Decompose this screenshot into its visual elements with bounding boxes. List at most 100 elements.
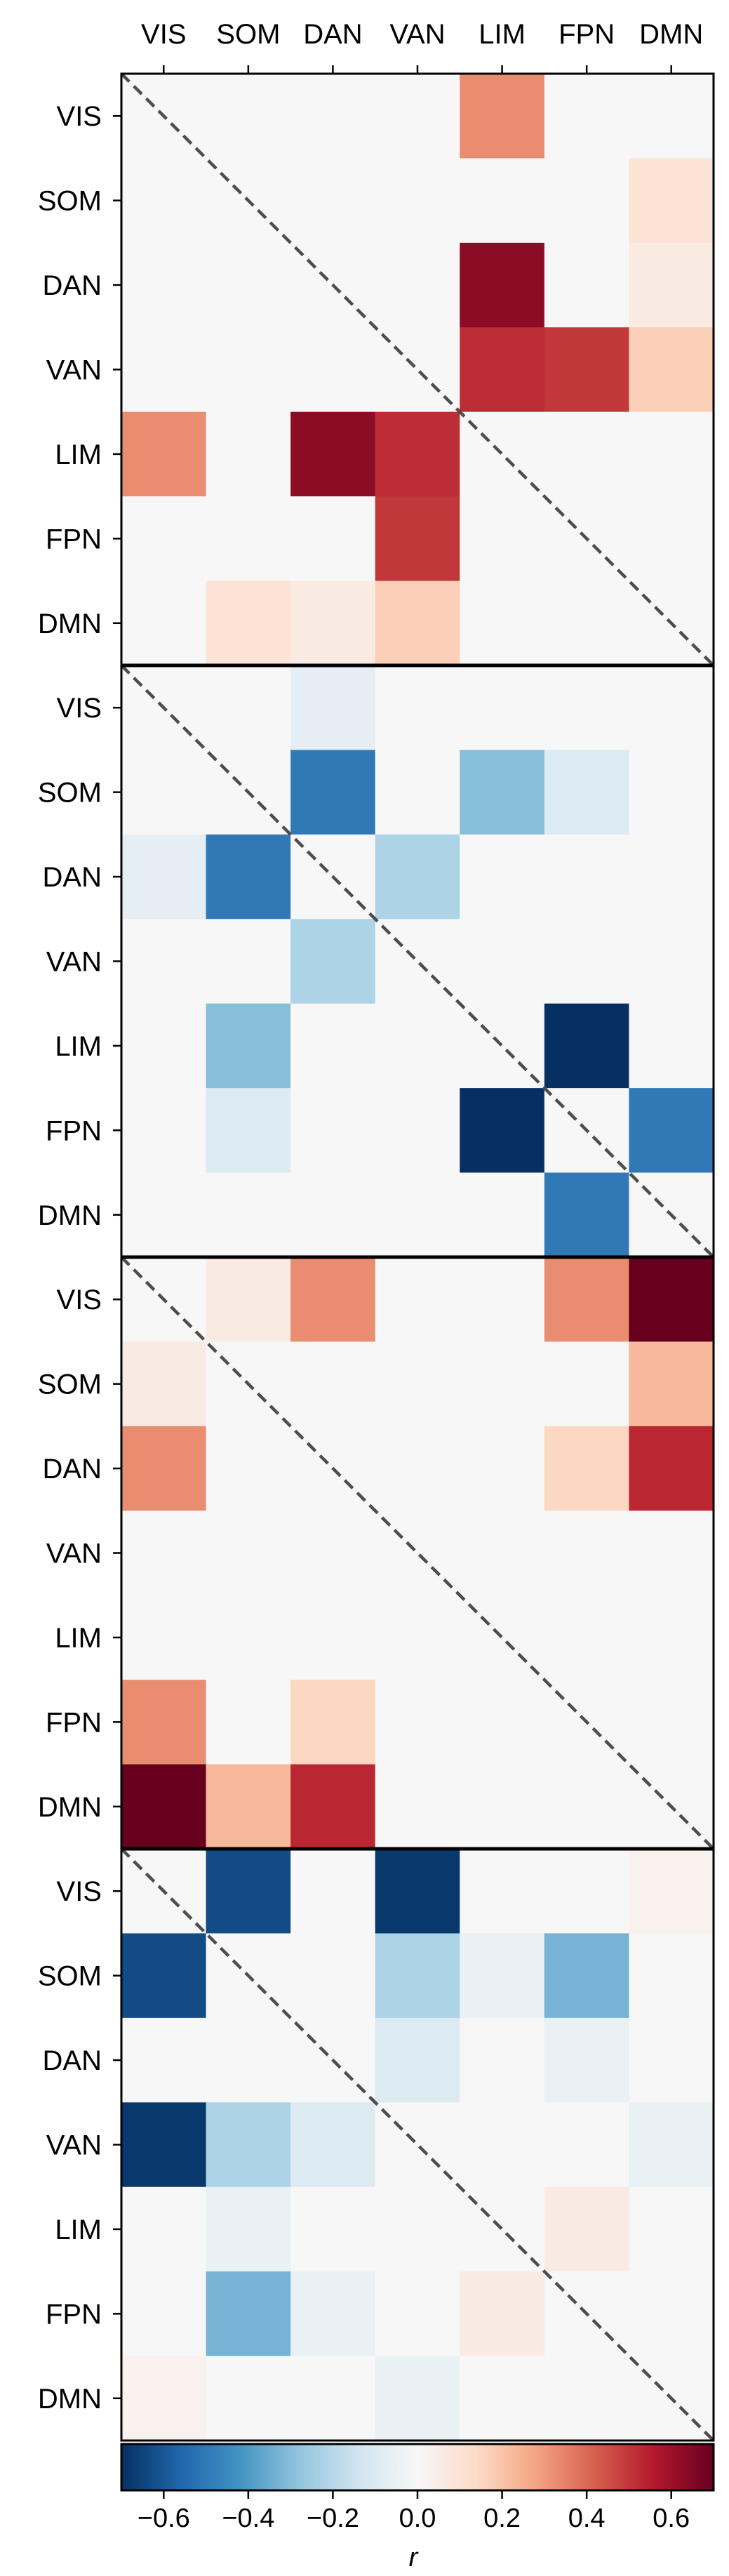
heatmap-cell-p4-r1-c4 [375,1849,460,1934]
heatmap-cell-p1-r4-c6 [544,327,630,413]
heatmap-cell-p2-r1-c6 [544,665,630,751]
heatmap-cell-p4-r7-c4 [375,2356,460,2441]
heatmap-cell-p4-r7-c3 [290,2356,376,2441]
heatmap-cell-p1-r3-c4 [375,242,460,328]
heatmap-cell-p2-r1-c2 [206,665,291,751]
heatmap-cell-p3-r7-c1 [121,1764,207,1850]
heatmap-cell-p1-r2-c7 [629,158,714,244]
colorbar-tick-label: −0.2 [307,2504,359,2533]
heatmap-cell-p1-r4-c5 [460,327,545,413]
heatmap-cell-p3-r5-c3 [290,1595,376,1680]
heatmap-cell-p4-r1-c2 [206,1849,291,1934]
row-label-p1-som: SOM [38,186,102,217]
row-label-p1-van: VAN [46,355,102,386]
heatmap-cell-p1-r3-c5 [460,242,545,328]
heatmap-cell-p2-r5-c4 [375,1003,460,1089]
heatmap-cell-p2-r7-c6 [544,1172,630,1258]
colorbar-tick-label: 0.0 [399,2504,436,2533]
heatmap-cell-p1-r3-c2 [206,242,291,328]
colorbar-tick-label: 0.4 [568,2504,606,2533]
heatmap-cell-p2-r2-c5 [460,750,545,835]
heatmap-cell-p2-r7-c2 [206,1172,291,1258]
heatmap-cell-p2-r3-c2 [206,834,291,919]
heatmap-cell-p3-r6-c1 [121,1680,207,1765]
heatmap-cell-p4-r6-c3 [290,2271,376,2357]
heatmap-cell-p1-r6-c1 [121,496,207,582]
row-label-p1-vis: VIS [57,101,102,132]
colorbar: −0.6 −0.4 −0.2 0.0 0.2 0.4 0.6 [120,2443,715,2533]
row-labels: VIS SOM DAN VAN LIM FPN DMN VIS SOM DAN VAN LIM FPN D… [38,101,121,2415]
heatmap-cell-p3-r6-c7 [629,1680,714,1765]
heatmap-cell-p3-r4-c5 [460,1511,545,1596]
heatmap-cell-p3-r1-c4 [375,1257,460,1343]
row-label-p4-dmn: DMN [38,2384,102,2415]
heatmap-cell-p3-r7-c6 [544,1764,630,1850]
heatmap-cell-p4-r5-c7 [629,2186,714,2272]
heatmap-cell-p2-r4-c7 [629,919,714,1004]
heatmap-cell-p2-r5-c7 [629,1003,714,1089]
heatmap-cell-p4-r4-c1 [121,2102,207,2188]
row-label-p1-dan: DAN [43,270,102,301]
heatmap-cell-p1-r5-c6 [544,411,630,497]
heatmap-cell-p1-r6-c2 [206,496,291,582]
heatmap-cell-p1-r7-c5 [460,580,545,666]
heatmap-cell-p4-r4-c6 [544,2102,630,2188]
heatmap-cell-p2-r3-c1 [121,834,207,919]
heatmap-cell-p4-r6-c1 [121,2271,207,2357]
heatmap-cell-p2-r6-c4 [375,1088,460,1174]
heatmap-cell-p3-r1-c6 [544,1257,630,1343]
row-label-p1-lim: LIM [55,439,102,470]
row-label-p1-dmn: DMN [38,609,102,639]
heatmap-cell-p4-r4-c2 [206,2102,291,2188]
heatmap-cell-p1-r6-c5 [460,496,545,582]
heatmap-cell-p3-r2-c3 [290,1341,376,1427]
heatmap-cell-p2-r2-c1 [121,750,207,835]
heatmap-cell-p1-r2-c6 [544,158,630,244]
heatmap-cell-p3-r5-c6 [544,1595,630,1680]
heatmap-cell-p1-r7-c2 [206,580,291,666]
column-label-van: VAN [389,19,445,50]
column-label-vis: VIS [141,19,186,50]
column-label-lim: LIM [479,19,526,50]
heatmap-cell-p2-r4-c3 [290,919,376,1004]
heatmap-cell-p2-r5-c6 [544,1003,630,1089]
row-label-p3-dmn: DMN [38,1792,102,1823]
heatmap-cell-p2-r4-c1 [121,919,207,1004]
row-label-p3-vis: VIS [57,1284,102,1315]
heatmap-cell-p1-r4-c3 [290,327,376,413]
heatmap-cell-p3-r7-c3 [290,1764,376,1850]
row-label-p2-som: SOM [38,778,102,809]
heatmap-cell-p4-r6-c5 [460,2271,545,2357]
heatmap-cell-p2-r3-c7 [629,834,714,919]
row-label-p4-dan: DAN [43,2045,102,2076]
heatmap-cell-p3-r2-c7 [629,1341,714,1427]
heatmap-cell-p2-r3-c4 [375,834,460,919]
heatmap-cell-p1-r2-c4 [375,158,460,244]
colorbar-label: r [409,2543,419,2572]
heatmap-cell-p4-r7-c1 [121,2356,207,2441]
heatmap-cell-p4-r2-c1 [121,1933,207,2019]
column-labels: VIS SOM DAN VAN LIM FPN DMN [141,19,703,74]
heatmap-cell-p3-r6-c3 [290,1680,376,1765]
heatmap-cell-p2-r1-c7 [629,665,714,751]
colorbar-tick-label: −0.6 [138,2504,190,2533]
row-label-p4-van: VAN [46,2130,102,2161]
heatmap-cell-p4-r2-c7 [629,1933,714,2019]
heatmap-cell-p4-r1-c6 [544,1849,630,1934]
heatmap-cell-p1-r1-c5 [460,74,545,159]
heatmap-cell-p1-r3-c7 [629,242,714,328]
heatmap-cell-p2-r5-c3 [290,1003,376,1089]
heatmap-cell-p4-r2-c3 [290,1933,376,2019]
heatmap-cell-p2-r3-c5 [460,834,545,919]
heatmap-cell-p3-r2-c6 [544,1341,630,1427]
heatmap-cell-p1-r1-c4 [375,74,460,159]
column-label-som: SOM [216,19,280,50]
row-label-p3-dan: DAN [43,1454,102,1485]
colorbar-tick-label: 0.2 [483,2504,521,2533]
colorbar-tick-label: 0.6 [653,2504,690,2533]
row-label-p4-fpn: FPN [46,2299,102,2330]
heatmap-cell-p4-r5-c3 [290,2186,376,2272]
heatmap-cell-p4-r3-c5 [460,2017,545,2103]
heatmap-cell-p2-r7-c3 [290,1172,376,1258]
column-label-dan: DAN [303,19,362,50]
